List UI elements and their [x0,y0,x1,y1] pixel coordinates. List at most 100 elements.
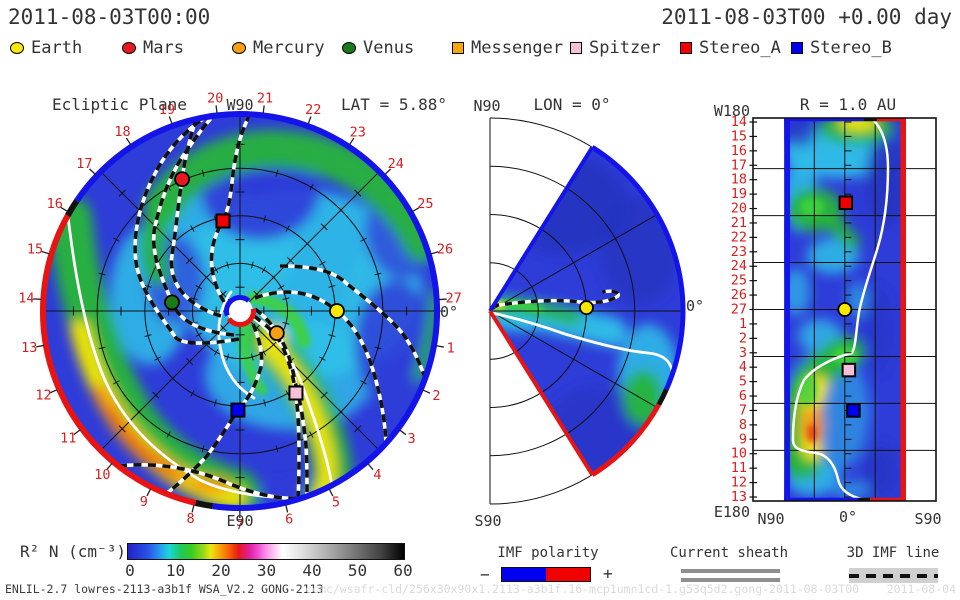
date-label: 23 [350,124,366,140]
date-label: 5 [739,374,747,390]
ecliptic-e90-label: E90 [226,512,254,530]
date-label: 19 [159,102,175,118]
date-label: 6 [285,511,293,527]
ecliptic-lat-label: LAT = 5.88° [341,95,447,114]
marker-stereo_b [846,403,861,418]
date-label: 8 [739,417,747,433]
date-label: 25 [731,273,747,289]
date-label: 17 [76,156,92,172]
outer-boundary-polarity [40,111,441,511]
legend-item-label: Stereo_B [810,38,892,58]
date-tick [106,462,113,470]
date-label: 15 [731,128,747,144]
mars-swatch-icon [122,42,136,54]
colorbar-tick: 60 [393,561,413,580]
date-label: 5 [332,494,340,510]
legend-item-mercury: Mercury [232,38,325,58]
date-label: 2 [739,330,747,346]
date-label: 20 [731,201,747,217]
legend-item-label: Earth [31,38,83,58]
marker-spitzer [288,385,304,401]
date-label: 2 [432,388,440,404]
date-label: 15 [27,242,43,258]
radial-current-sheet-line [791,116,890,502]
date-label: 3 [408,431,416,447]
marker-earth [329,303,345,319]
date-tick [262,105,265,114]
date-tick [191,504,195,513]
run-watermark: ccmc/wsafr-cld/256x30x90x1.2113-a3b1f.16… [305,582,956,596]
marker-earth [579,300,594,316]
date-label: 23 [731,244,747,260]
radial-w180-label: W180 [713,102,750,120]
date-label: 18 [114,124,130,140]
date-label: 9 [739,431,747,447]
stereo_a-swatch-icon [680,42,692,54]
legend-item-label: Spitzer [589,38,661,58]
meridional-boundary-polarity [488,145,686,477]
meridional-zero-label: 0° [686,297,705,315]
date-label: 1 [739,316,747,332]
date-label: 14 [18,290,34,306]
date-label: 20 [207,90,223,106]
date-label: 21 [731,215,747,231]
date-tick [60,206,69,212]
meridional-n90-label: N90 [473,97,501,115]
earth-swatch-icon [10,42,24,54]
date-tick [435,345,444,348]
venus-swatch-icon [342,42,356,54]
date-tick [348,137,355,146]
date-tick [73,429,81,436]
date-label: 16 [731,143,747,159]
marker-mercury [268,325,285,342]
date-label: 10 [94,467,110,483]
marker-spitzer [841,362,857,378]
marker-earth [837,302,853,317]
date-label: 19 [731,186,747,202]
stereo_b-swatch-icon [791,42,803,54]
legend-item-mars: Mars [122,38,184,58]
date-label: 13 [21,340,37,356]
date-label: 12 [731,475,747,491]
date-label: 21 [257,90,273,106]
legend-item-stereo_a: Stereo_A [680,38,781,58]
imf-plus-label: + [603,564,613,583]
date-label: 13 [731,489,747,505]
planet-legend: Earth Mars Mercury Venus Messenger Spitzer Ste… [0,38,960,59]
spitzer-swatch-icon [570,42,582,54]
imf-negative-swatch [502,568,546,581]
colorbar-tick: 40 [302,561,322,580]
date-label: 24 [388,156,404,172]
model-info: ENLIL-2.7 lowres-2113-a3b1f WSA_V2.2 GON… [5,582,324,596]
date-label: 27 [731,301,747,317]
imf-polarity-bar [501,567,591,582]
date-tick [367,463,374,471]
radial-n90-label: N90 [757,510,785,528]
imf-line-swatch [849,568,938,583]
date-tick [422,389,431,394]
date-tick [146,488,152,497]
colorbar-tick: 0 [125,561,135,580]
date-label: 3 [739,345,747,361]
colorbar-label: R² N (cm⁻³) [20,542,126,561]
date-tick [49,389,58,394]
date-label: 7 [739,402,747,418]
mercury-swatch-icon [232,42,246,54]
date-label: 10 [731,446,747,462]
date-label: 27 [446,291,462,307]
date-tick [328,488,334,497]
imf-positive-swatch [546,568,590,581]
meridional-title: LON = 0° [533,95,611,114]
current-sheath-swatch [681,578,780,582]
timestamp-forecast: 2011-08-03T00 +0.00 day [661,5,952,29]
colorbar-tick: 10 [165,561,186,580]
colorbar-tick: 30 [256,561,277,580]
date-label: 26 [731,287,747,303]
date-tick [125,137,132,146]
legend-item-label: Mars [143,38,184,58]
date-label: 9 [140,494,148,510]
meridional-markers [579,300,594,316]
